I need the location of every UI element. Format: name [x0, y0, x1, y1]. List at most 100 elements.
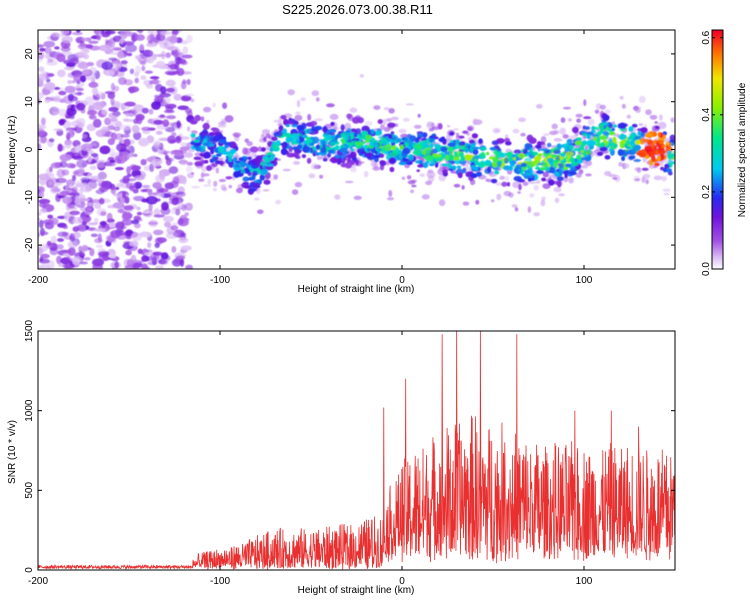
- colorbar-swatch: [712, 243, 723, 246]
- signal-blob: [553, 165, 557, 169]
- noise-blob: [180, 95, 192, 102]
- noise-blob: [55, 177, 67, 184]
- speckle-blob: [465, 164, 469, 171]
- speckle-blob: [224, 115, 234, 123]
- noise-blob: [163, 215, 174, 223]
- noise-blob: [154, 94, 161, 98]
- colorbar-swatch: [712, 73, 723, 77]
- colorbar-swatch: [712, 61, 723, 65]
- signal-blob: [558, 170, 563, 176]
- noise-blob: [87, 109, 98, 116]
- signal-blob: [633, 136, 639, 141]
- speckle-blob: [315, 97, 320, 102]
- colorbar-swatch: [712, 159, 723, 163]
- speckle-blob: [334, 194, 341, 200]
- noise-blob: [61, 169, 70, 176]
- noise-blob: [54, 46, 60, 50]
- noise-blob: [147, 30, 154, 35]
- noise-blob: [57, 69, 66, 78]
- signal-blob: [346, 113, 352, 119]
- noise-blob: [176, 120, 181, 129]
- colorbar-swatch: [712, 257, 723, 260]
- noise-blob: [58, 263, 66, 267]
- colorbar-swatch: [712, 51, 723, 55]
- signal-blob: [243, 156, 249, 160]
- noise-blob: [147, 188, 153, 197]
- signal-blob: [556, 143, 562, 151]
- speckle-blob: [359, 73, 365, 78]
- signal-blob: [652, 147, 656, 153]
- speckle-blob: [553, 137, 563, 142]
- signal-blob: [430, 158, 438, 165]
- speckle-blob: [402, 117, 410, 122]
- noise-blob: [148, 221, 158, 225]
- speckle-blob: [562, 134, 569, 139]
- noise-blob: [131, 124, 140, 134]
- noise-blob: [71, 80, 76, 84]
- signal-blob: [496, 138, 505, 144]
- signal-blob: [513, 149, 521, 154]
- noise-blob: [84, 54, 90, 59]
- noise-blob: [120, 60, 128, 65]
- noise-blob: [125, 249, 132, 256]
- signal-blob: [288, 117, 293, 121]
- signal-blob: [556, 176, 564, 181]
- speckle-blob: [222, 102, 228, 109]
- signal-blob: [375, 130, 383, 136]
- noise-blob: [186, 79, 191, 85]
- speckle-blob: [401, 176, 405, 180]
- signal-blob: [387, 134, 393, 139]
- colorbar-swatch: [712, 59, 723, 63]
- noise-blob: [153, 208, 161, 217]
- noise-blob: [73, 231, 81, 239]
- speckle-blob: [184, 152, 193, 158]
- speckle-blob: [599, 104, 606, 110]
- noise-blob: [39, 47, 46, 52]
- signal-blob: [228, 155, 233, 163]
- signal-blob: [640, 127, 648, 133]
- signal-blob: [557, 162, 565, 169]
- noise-blob: [156, 237, 167, 244]
- speckle-blob: [213, 180, 218, 187]
- signal-blob: [633, 159, 641, 162]
- noise-blob: [117, 50, 124, 59]
- colorbar-swatch: [712, 145, 723, 149]
- signal-blob: [293, 151, 299, 159]
- bottom-y-tick-label: 1500: [24, 319, 35, 342]
- noise-blob: [38, 66, 45, 72]
- signal-blob: [341, 137, 345, 145]
- noise-blob: [112, 193, 125, 197]
- noise-blob: [78, 198, 90, 202]
- signal-blob: [461, 146, 467, 151]
- noise-blob: [136, 211, 143, 216]
- colorbar-swatch: [712, 167, 723, 171]
- colorbar-tick-label: 0.4: [701, 107, 712, 121]
- signal-blob: [602, 122, 610, 126]
- noise-blob: [137, 248, 143, 254]
- noise-blob: [180, 81, 187, 90]
- signal-blob: [398, 154, 403, 160]
- signal-blob: [608, 140, 614, 147]
- colorbar-swatch: [712, 131, 723, 135]
- speckle-blob: [626, 114, 631, 119]
- noise-blob: [60, 257, 71, 265]
- signal-blob: [421, 137, 427, 142]
- speckle-blob: [190, 130, 198, 134]
- colorbar-swatch: [712, 233, 723, 236]
- noise-blob: [155, 60, 166, 69]
- speckle-blob: [499, 175, 506, 180]
- signal-blob: [320, 140, 326, 145]
- speckle-blob: [645, 179, 649, 185]
- speckle-blob: [585, 173, 592, 177]
- noise-blob: [101, 61, 114, 70]
- signal-blob: [309, 131, 317, 135]
- signal-blob: [210, 148, 215, 155]
- speckle-blob: [467, 137, 473, 141]
- colorbar-swatch: [712, 69, 723, 73]
- signal-blob: [535, 144, 542, 149]
- signal-blob: [235, 160, 241, 164]
- noise-blob: [38, 264, 45, 269]
- signal-blob: [568, 171, 577, 176]
- noise-blob: [82, 221, 87, 226]
- noise-blob: [165, 79, 176, 87]
